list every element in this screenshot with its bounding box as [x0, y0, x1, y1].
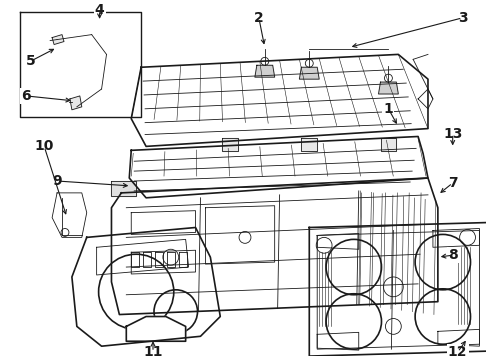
Text: 8: 8 — [447, 248, 457, 262]
Polygon shape — [111, 181, 136, 196]
Text: 4: 4 — [95, 3, 104, 17]
Text: 6: 6 — [21, 89, 31, 103]
Text: 2: 2 — [253, 11, 263, 25]
Polygon shape — [301, 139, 317, 151]
Text: 13: 13 — [442, 126, 462, 140]
Polygon shape — [254, 65, 274, 77]
Polygon shape — [126, 316, 185, 341]
Text: 1: 1 — [383, 102, 392, 116]
Polygon shape — [52, 193, 86, 237]
Text: 3: 3 — [457, 11, 467, 25]
Polygon shape — [72, 228, 220, 346]
Polygon shape — [52, 35, 64, 45]
Polygon shape — [129, 136, 427, 198]
Polygon shape — [70, 96, 81, 110]
Polygon shape — [222, 139, 238, 151]
Polygon shape — [380, 139, 395, 151]
Polygon shape — [299, 67, 319, 79]
Text: 5: 5 — [25, 54, 35, 68]
Polygon shape — [308, 222, 487, 356]
Polygon shape — [378, 82, 398, 94]
Text: 11: 11 — [143, 345, 163, 359]
Text: 7: 7 — [447, 176, 457, 190]
Text: 9: 9 — [52, 174, 62, 188]
Polygon shape — [131, 54, 427, 147]
Polygon shape — [111, 178, 437, 315]
Text: 10: 10 — [35, 139, 54, 153]
Text: 12: 12 — [447, 345, 467, 359]
